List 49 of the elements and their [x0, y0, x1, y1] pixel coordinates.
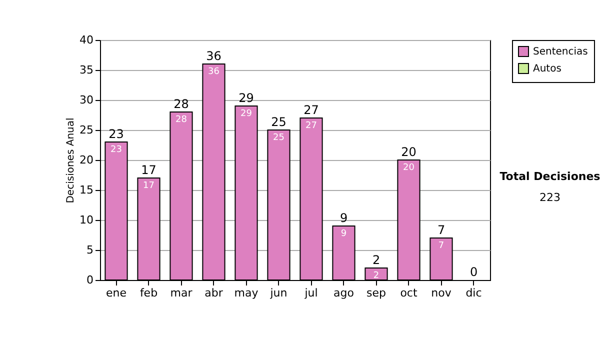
y-tick-label: 40	[80, 34, 94, 46]
legend-label: Sentencias	[533, 46, 588, 58]
data-label: 27	[306, 121, 317, 131]
total-label: 2	[372, 253, 380, 267]
x-tick-label: oct	[400, 286, 418, 300]
x-tick-label: jul	[304, 286, 318, 300]
data-label: 29	[240, 109, 252, 119]
data-label: 2	[373, 271, 380, 281]
y-tick-label: 25	[80, 124, 94, 136]
data-label: 9	[340, 229, 347, 239]
x-tick-label: ago	[334, 286, 354, 300]
y-tick-label: 10	[80, 214, 94, 226]
total-label: 25	[271, 115, 286, 129]
text: Total Decisiones	[498, 170, 600, 183]
text: 223	[538, 191, 562, 204]
y-tick-label: 5	[86, 244, 94, 256]
x-tick-label: feb	[140, 286, 158, 300]
data-label: 17	[143, 181, 154, 191]
data-label: 28	[176, 115, 188, 125]
total-label: 20	[401, 145, 416, 159]
total-label: 9	[340, 211, 348, 225]
total-label: 0	[470, 265, 478, 279]
y-tick-label: 20	[80, 154, 94, 166]
total-label: 29	[238, 91, 254, 105]
x-tick-label: mar	[170, 286, 193, 300]
legend-label: Autos	[533, 64, 562, 74]
total-label: 27	[304, 103, 319, 117]
x-tick-label: dic	[466, 286, 482, 300]
y-tick-label: 15	[80, 184, 94, 196]
x-tick-label: jun	[269, 286, 288, 300]
data-label: 20	[403, 163, 415, 173]
x-tick-label: sep	[366, 286, 386, 300]
data-label: 25	[273, 133, 284, 143]
y-tick-label: 30	[80, 94, 94, 106]
data-label: 36	[208, 67, 220, 77]
x-tick-label: abr	[204, 286, 224, 300]
total-label: 7	[437, 223, 446, 237]
total-label: 28	[174, 97, 189, 111]
total-label: 17	[141, 163, 156, 177]
y-axis-title: Decisiones Anual	[66, 118, 77, 204]
y-tick-label: 0	[86, 274, 94, 286]
y-tick-label: 35	[80, 64, 94, 76]
total-label: 23	[108, 127, 124, 141]
x-tick-label: ene	[106, 286, 127, 300]
x-tick-label: may	[234, 286, 259, 300]
x-tick-label: nov	[431, 286, 452, 300]
total-label: 36	[206, 49, 222, 63]
data-label: 23	[110, 145, 122, 155]
data-label: 7	[438, 241, 444, 251]
